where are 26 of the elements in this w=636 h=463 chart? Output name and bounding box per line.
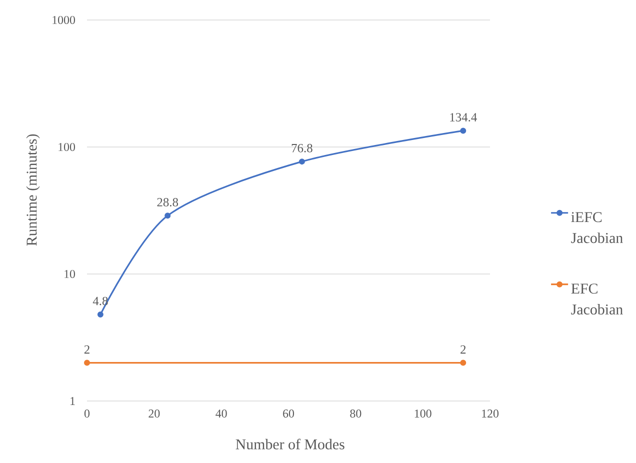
point — [84, 360, 90, 366]
x-tick-label: 80 — [350, 410, 362, 418]
y-axis-title: Runtime (minutes) — [26, 134, 40, 246]
point — [97, 311, 104, 318]
data-label: 76.8 — [292, 144, 312, 152]
x-tick-label: 40 — [216, 410, 227, 418]
point — [164, 212, 171, 219]
x-axis-title: Number of Modes — [236, 438, 344, 450]
data-label: 28.8 — [157, 198, 178, 206]
x-tick-label: 100 — [414, 410, 432, 418]
legend-label: iEFC Jacobian — [571, 212, 623, 244]
data-label: 2 — [84, 345, 90, 354]
x-tick-label: 20 — [148, 410, 160, 418]
point — [298, 158, 305, 165]
y-tick-label: 10 — [64, 270, 76, 278]
point — [460, 360, 466, 366]
data-label: 2 — [460, 345, 466, 354]
point — [460, 128, 466, 134]
y-tick-label: 1000 — [52, 16, 76, 24]
y-tick-label: 1 — [70, 397, 75, 405]
x-tick-label: 60 — [283, 410, 294, 418]
data-label: 134.4 — [450, 113, 477, 122]
x-tick-label: 120 — [482, 410, 499, 418]
y-tick-label: 100 — [58, 142, 76, 152]
legend-label: EFC Jacobian — [571, 284, 623, 315]
x-tick-label: 0 — [84, 410, 90, 418]
